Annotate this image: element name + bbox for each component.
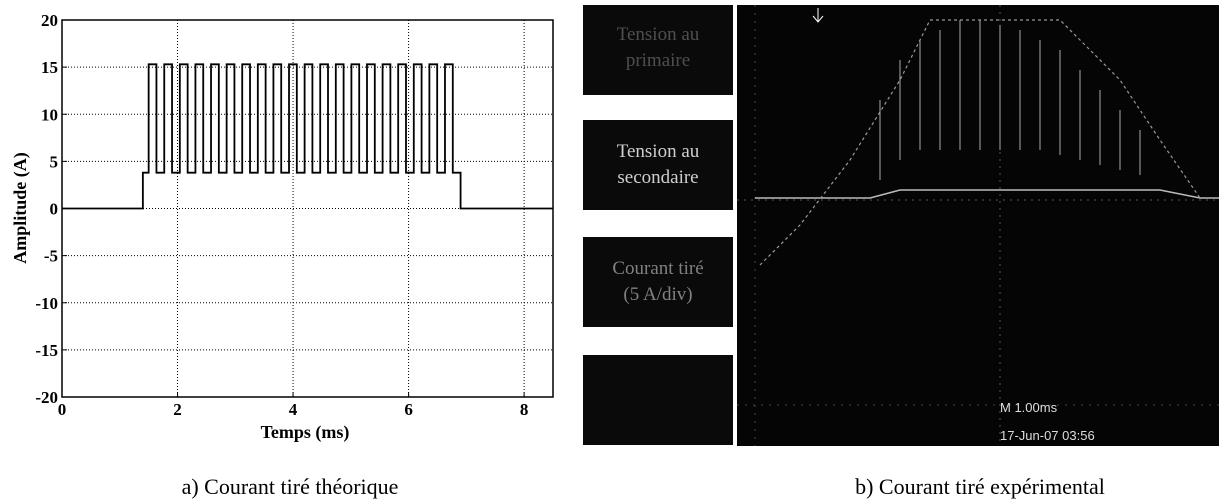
scope-label: Courant tiré	[612, 258, 703, 279]
caption-a: a) Courant tiré théorique	[182, 474, 399, 499]
x-tick-label: 6	[404, 400, 413, 419]
scope-label: Tension au	[617, 24, 700, 45]
x-tick-label: 0	[58, 400, 67, 419]
y-tick-label: 0	[50, 200, 59, 219]
x-axis-label: Temps (ms)	[261, 422, 350, 443]
label-box	[583, 120, 733, 210]
x-tick-label: 4	[289, 400, 298, 419]
scope-label: secondaire	[617, 167, 698, 188]
scope-trace	[755, 189, 1219, 199]
y-tick-label: -10	[35, 294, 58, 313]
y-tick-label: -5	[44, 247, 58, 266]
label-box	[583, 5, 733, 95]
x-tick-label: 8	[520, 400, 529, 419]
y-tick-label: 5	[50, 152, 59, 171]
scope-timebase: M 1.00ms	[1000, 400, 1058, 415]
y-axis-label: Amplitude (A)	[10, 152, 31, 264]
y-tick-label: 15	[41, 58, 58, 77]
scope-label: (5 A/div)	[623, 284, 692, 305]
scope-pulses	[879, 20, 1141, 180]
scope-label: Tension au	[617, 141, 700, 162]
x-tick-label: 2	[173, 400, 182, 419]
y-tick-label: -20	[35, 388, 58, 407]
line-series	[62, 63, 553, 210]
y-tick-label: 20	[41, 11, 58, 30]
scope-label: primaire	[626, 50, 690, 71]
label-box	[583, 355, 733, 445]
label-box	[583, 237, 733, 327]
trigger-marker	[812, 8, 824, 23]
scope-panel: Tension au primaire Tension au secondair…	[583, 5, 1219, 446]
caption-b: b) Courant tiré expérimental	[855, 474, 1105, 499]
scope-date: 17-Jun-07 03:56	[1000, 428, 1095, 443]
y-tick-label: 10	[41, 105, 58, 124]
y-tick-label: -15	[35, 341, 58, 360]
scope-screen	[737, 5, 1219, 446]
